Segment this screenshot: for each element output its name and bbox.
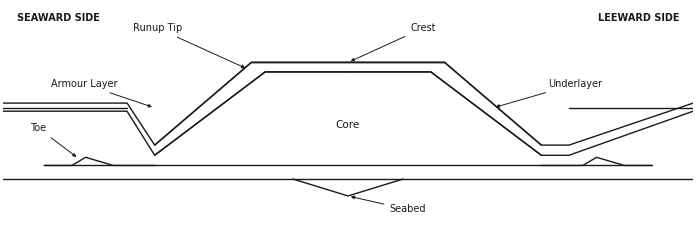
Text: LEEWARD SIDE: LEEWARD SIDE (598, 13, 679, 23)
Text: Core: Core (336, 120, 360, 130)
Text: Seabed: Seabed (351, 196, 426, 215)
Text: SEAWARD SIDE: SEAWARD SIDE (17, 13, 100, 23)
Text: Underlayer: Underlayer (497, 79, 602, 107)
Text: Toe: Toe (31, 123, 76, 156)
Text: Runup Tip: Runup Tip (133, 23, 244, 68)
Text: Armour Layer: Armour Layer (51, 79, 151, 107)
Text: Crest: Crest (351, 23, 436, 61)
